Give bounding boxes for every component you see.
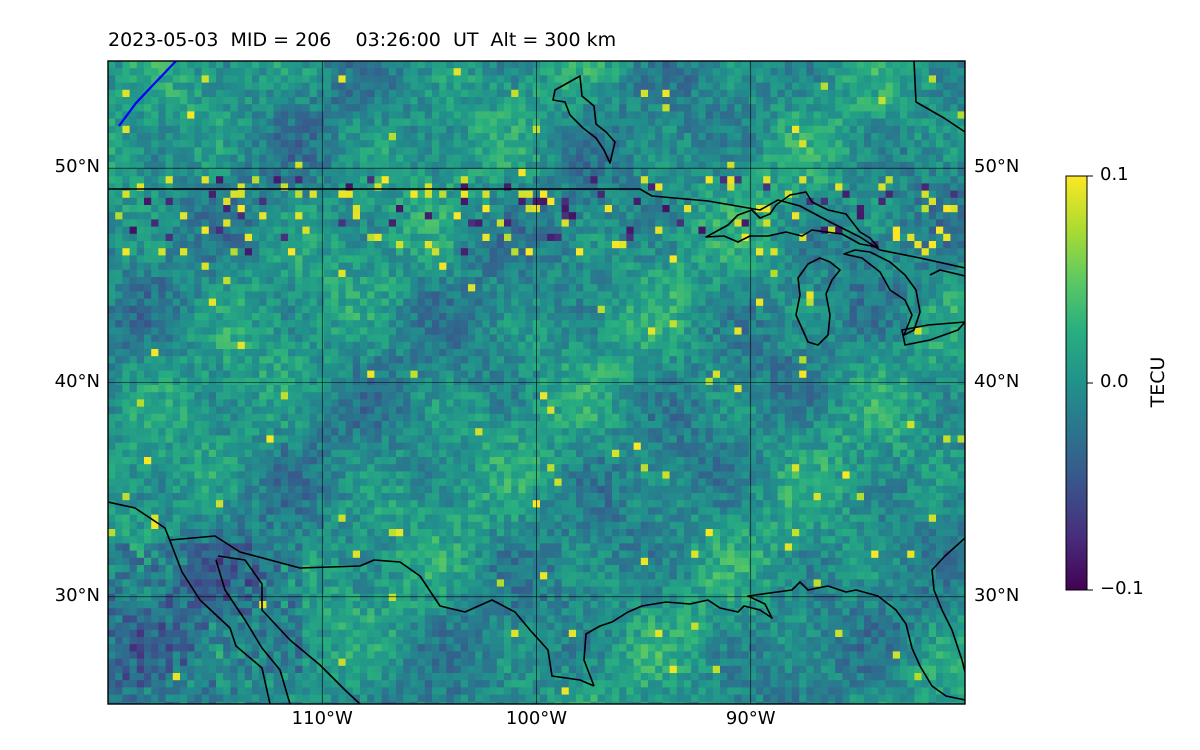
map-gridlines [108, 61, 965, 704]
lat-tick-label-right: 50°N [974, 156, 1020, 178]
lake-huron [843, 249, 921, 336]
lon-tick-label: 110°W [291, 708, 353, 729]
atlantic-coast [931, 537, 965, 673]
lat-tick-label-left: 50°N [54, 156, 100, 178]
terminator-line [118, 61, 177, 127]
hudson-bay-shore [552, 75, 616, 164]
gulf-coast [583, 581, 965, 701]
coastlines-borders [108, 61, 965, 704]
colorbar-tick-label: −0.1 [1100, 578, 1144, 599]
lake-erie [901, 321, 965, 346]
colorbar-label: TECU [1147, 356, 1169, 408]
colorbar-ticks [1087, 175, 1093, 591]
lake-michigan [795, 257, 841, 346]
us-canada-border [108, 188, 965, 269]
map-frame [107, 60, 966, 705]
colorbar-tick-label: 0.1 [1100, 164, 1129, 185]
lat-tick-label-right: 40°N [974, 370, 1020, 392]
baja-california [215, 555, 361, 704]
labrador-coast [913, 61, 965, 133]
lat-tick-label-left: 30°N [54, 584, 100, 606]
pacific-coast [108, 501, 271, 704]
lat-tick-label-right: 30°N [974, 584, 1020, 606]
colorbar-tick-label: 0.0 [1100, 371, 1129, 392]
lake-superior [705, 191, 879, 248]
figure-title: 2023-05-03 MID = 206 03:26:00 UT Alt = 3… [108, 29, 617, 51]
lon-tick-label: 100°W [505, 708, 568, 729]
colorbar [1066, 176, 1087, 590]
tec-perturbation-field [108, 61, 965, 704]
lat-tick-label-left: 40°N [54, 370, 100, 392]
lon-tick-label: 90°W [725, 708, 776, 729]
us-mexico-border [169, 535, 595, 687]
